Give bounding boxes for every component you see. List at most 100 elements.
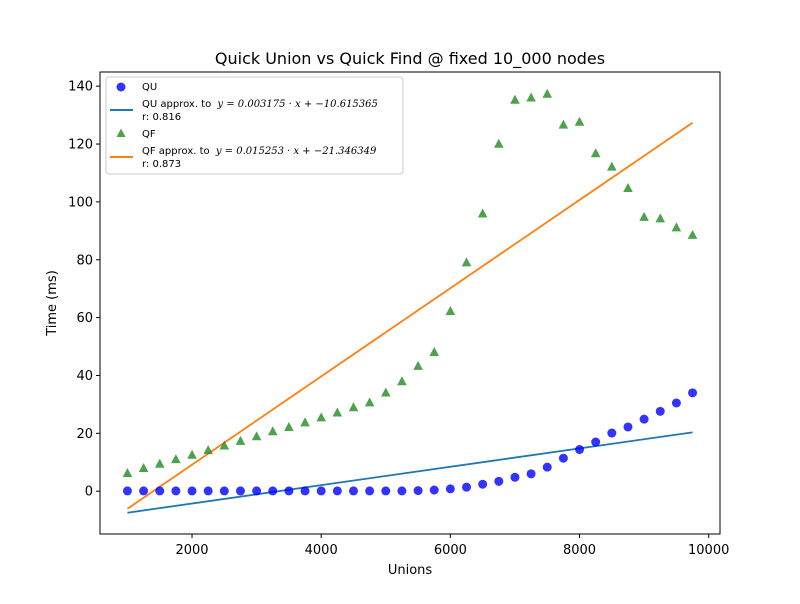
x-tick-label: 4000: [305, 543, 338, 558]
data-point-qu: [332, 486, 342, 496]
legend-marker-qf: [116, 128, 126, 137]
data-point-qf: [510, 94, 520, 104]
y-tick-label: 80: [76, 253, 93, 268]
data-point-qu: [445, 484, 455, 494]
data-point-qu: [316, 486, 326, 496]
y-tick-label: 100: [68, 195, 93, 210]
y-axis-title: Time (ms): [45, 270, 60, 337]
data-point-qf: [687, 229, 698, 239]
data-point-qf: [671, 222, 682, 232]
data-point-qu: [203, 486, 213, 496]
x-tick-label: 2000: [175, 543, 208, 558]
data-point-qf: [235, 435, 246, 445]
data-point-qu: [397, 486, 407, 496]
data-point-qf: [300, 417, 310, 427]
legend-label-qf-fit-formula: y = 0.015253 · x + −21.346349: [215, 146, 377, 157]
y-tick-label: 60: [76, 311, 93, 326]
series-line-qu-approx-to: [127, 431, 693, 514]
data-point-qu: [284, 486, 294, 496]
data-point-qu: [510, 472, 520, 482]
y-tick-label: 120: [68, 138, 93, 153]
data-point-qf: [284, 421, 294, 431]
legend-label-qf-fit: QF approx. to y = 0.015253 · x + −21.346…: [142, 146, 377, 157]
legend-label-qu-fit-name: QU approx. to: [142, 99, 211, 110]
data-point-qf: [122, 467, 133, 477]
data-point-qf: [380, 387, 391, 397]
data-point-qf: [154, 458, 165, 468]
legend-label-qf: QF: [142, 129, 156, 140]
data-point-qu: [639, 414, 649, 424]
data-point-qu: [607, 428, 617, 438]
data-point-qu: [155, 486, 165, 496]
data-point-qu: [688, 388, 698, 398]
data-point-qu: [171, 486, 181, 496]
data-point-qf: [526, 92, 536, 102]
data-point-qu: [268, 486, 278, 496]
data-point-qu: [575, 445, 585, 455]
data-point-qf: [429, 347, 440, 357]
data-point-qu: [413, 486, 423, 496]
x-tick-label: 8000: [563, 543, 596, 558]
data-point-qf: [316, 412, 326, 422]
data-point-qf: [494, 138, 504, 148]
data-point-qf: [171, 454, 181, 464]
y-axis: 0 20 40 60 80 100 120 140: [68, 80, 100, 500]
data-point-qf: [590, 148, 601, 158]
x-axis-title: Unions: [388, 563, 433, 578]
data-point-qf: [542, 88, 553, 98]
legend-marker-qu: [116, 82, 126, 92]
data-point-qu: [478, 479, 488, 489]
data-point-qf: [574, 116, 585, 126]
data-point-qf: [607, 161, 617, 171]
data-point-qu: [348, 486, 358, 496]
data-point-qf: [364, 397, 375, 407]
data-point-qu: [542, 462, 552, 472]
data-point-qf: [413, 360, 423, 370]
y-tick-label: 40: [76, 369, 93, 384]
data-point-qu: [252, 486, 262, 496]
data-point-qu: [219, 486, 229, 496]
data-point-qu: [429, 485, 439, 495]
legend-label-qf-fit-name: QF approx. to: [142, 146, 210, 157]
data-point-qf: [138, 463, 149, 473]
data-point-qf: [655, 213, 666, 223]
legend-label-qu-r: r: 0.816: [142, 112, 181, 123]
y-tick-label: 20: [76, 427, 93, 442]
legend-box: [105, 76, 404, 175]
data-point-qf: [332, 407, 343, 417]
data-point-qf: [558, 119, 569, 129]
y-tick-label: 140: [68, 80, 93, 95]
legend-label-qu: QU: [142, 82, 157, 93]
data-point-qf: [203, 445, 213, 455]
data-point-qu: [187, 486, 197, 496]
data-point-qf: [623, 183, 633, 193]
x-axis: 2000 4000 6000 8000 10000: [175, 534, 729, 558]
data-point-qf: [397, 376, 407, 386]
data-point-qu: [655, 406, 665, 416]
data-point-qu: [591, 437, 601, 447]
legend-label-qu-fit: QU approx. to y = 0.003175 · x + −10.615…: [142, 99, 378, 110]
data-point-qf: [477, 208, 488, 218]
data-point-qu: [122, 486, 132, 496]
y-tick-label: 0: [85, 485, 93, 500]
data-point-qf: [267, 426, 278, 436]
data-point-qu: [526, 469, 536, 479]
data-point-qu: [462, 482, 472, 492]
x-tick-label: 10000: [688, 543, 729, 558]
data-point-qu: [300, 486, 310, 496]
axes-frame: [99, 71, 721, 535]
x-tick-label: 6000: [434, 543, 467, 558]
legend: QU QU approx. to y = 0.003175 · x + −10.…: [105, 76, 404, 175]
series-line-qf-approx-to: [126, 121, 694, 510]
data-point-qf: [639, 211, 649, 221]
data-point-qf: [187, 449, 197, 459]
data-point-qu: [139, 486, 149, 496]
data-point-qf: [445, 305, 456, 315]
data-point-qf: [219, 440, 230, 450]
data-point-qu: [381, 486, 391, 496]
plot-area: [122, 88, 698, 514]
data-point-qf: [251, 431, 262, 441]
data-point-qf: [461, 257, 472, 267]
data-point-qu: [623, 422, 633, 432]
